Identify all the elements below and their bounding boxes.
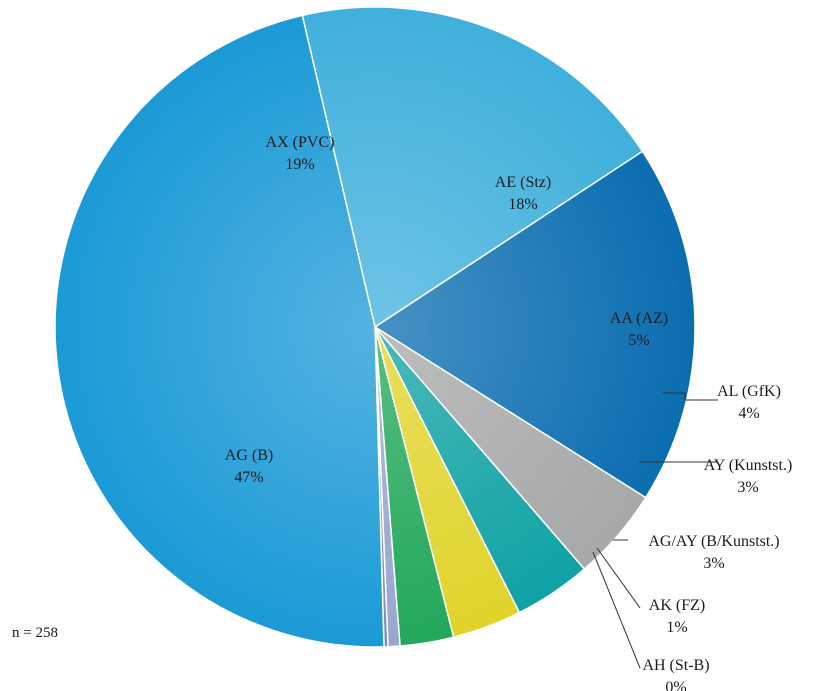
slice-percent-label: 4% <box>738 405 759 422</box>
slice-name-label: AH (St-B) <box>642 657 709 674</box>
pie-slice-ax-pvc <box>301 6 644 329</box>
leader-lines <box>592 392 718 669</box>
pie-slice-ag-b <box>54 14 385 648</box>
leader-line <box>596 547 641 609</box>
slice-name-label: AK (FZ) <box>649 597 705 614</box>
slice-name-label: AA (AZ) <box>610 310 668 327</box>
leader-line <box>592 551 641 669</box>
sample-size-note: n = 258 <box>12 625 58 641</box>
slice-labels: AX (PVC) 19% AE (Stz) 18% AA (AZ) 5% AL (GfK) 4… <box>225 134 793 691</box>
slice-name-label: AG/AY (B/Kunstst.) <box>648 533 779 550</box>
slice-percent-label: 47% <box>234 469 263 486</box>
slice-percent-label: 0% <box>665 679 686 691</box>
slice-percent-label: 3% <box>737 479 758 496</box>
slice-name-label: AY (Kunstst.) <box>704 457 793 474</box>
slice-name-label: AL (GfK) <box>717 383 781 400</box>
slice-percent-label: 1% <box>666 619 687 636</box>
pie-slices <box>54 6 696 648</box>
pie-slice-ae-stz <box>373 150 696 499</box>
slice-name-label: AE (Stz) <box>495 174 551 191</box>
slice-name-label: AX (PVC) <box>266 134 335 151</box>
slice-percent-label: 18% <box>508 196 537 213</box>
slice-name-label: AG (B) <box>225 447 273 464</box>
slice-percent-label: 19% <box>285 156 314 173</box>
leader-line <box>663 392 718 401</box>
slice-percent-label: 3% <box>703 555 724 572</box>
slice-percent-label: 5% <box>628 332 649 349</box>
